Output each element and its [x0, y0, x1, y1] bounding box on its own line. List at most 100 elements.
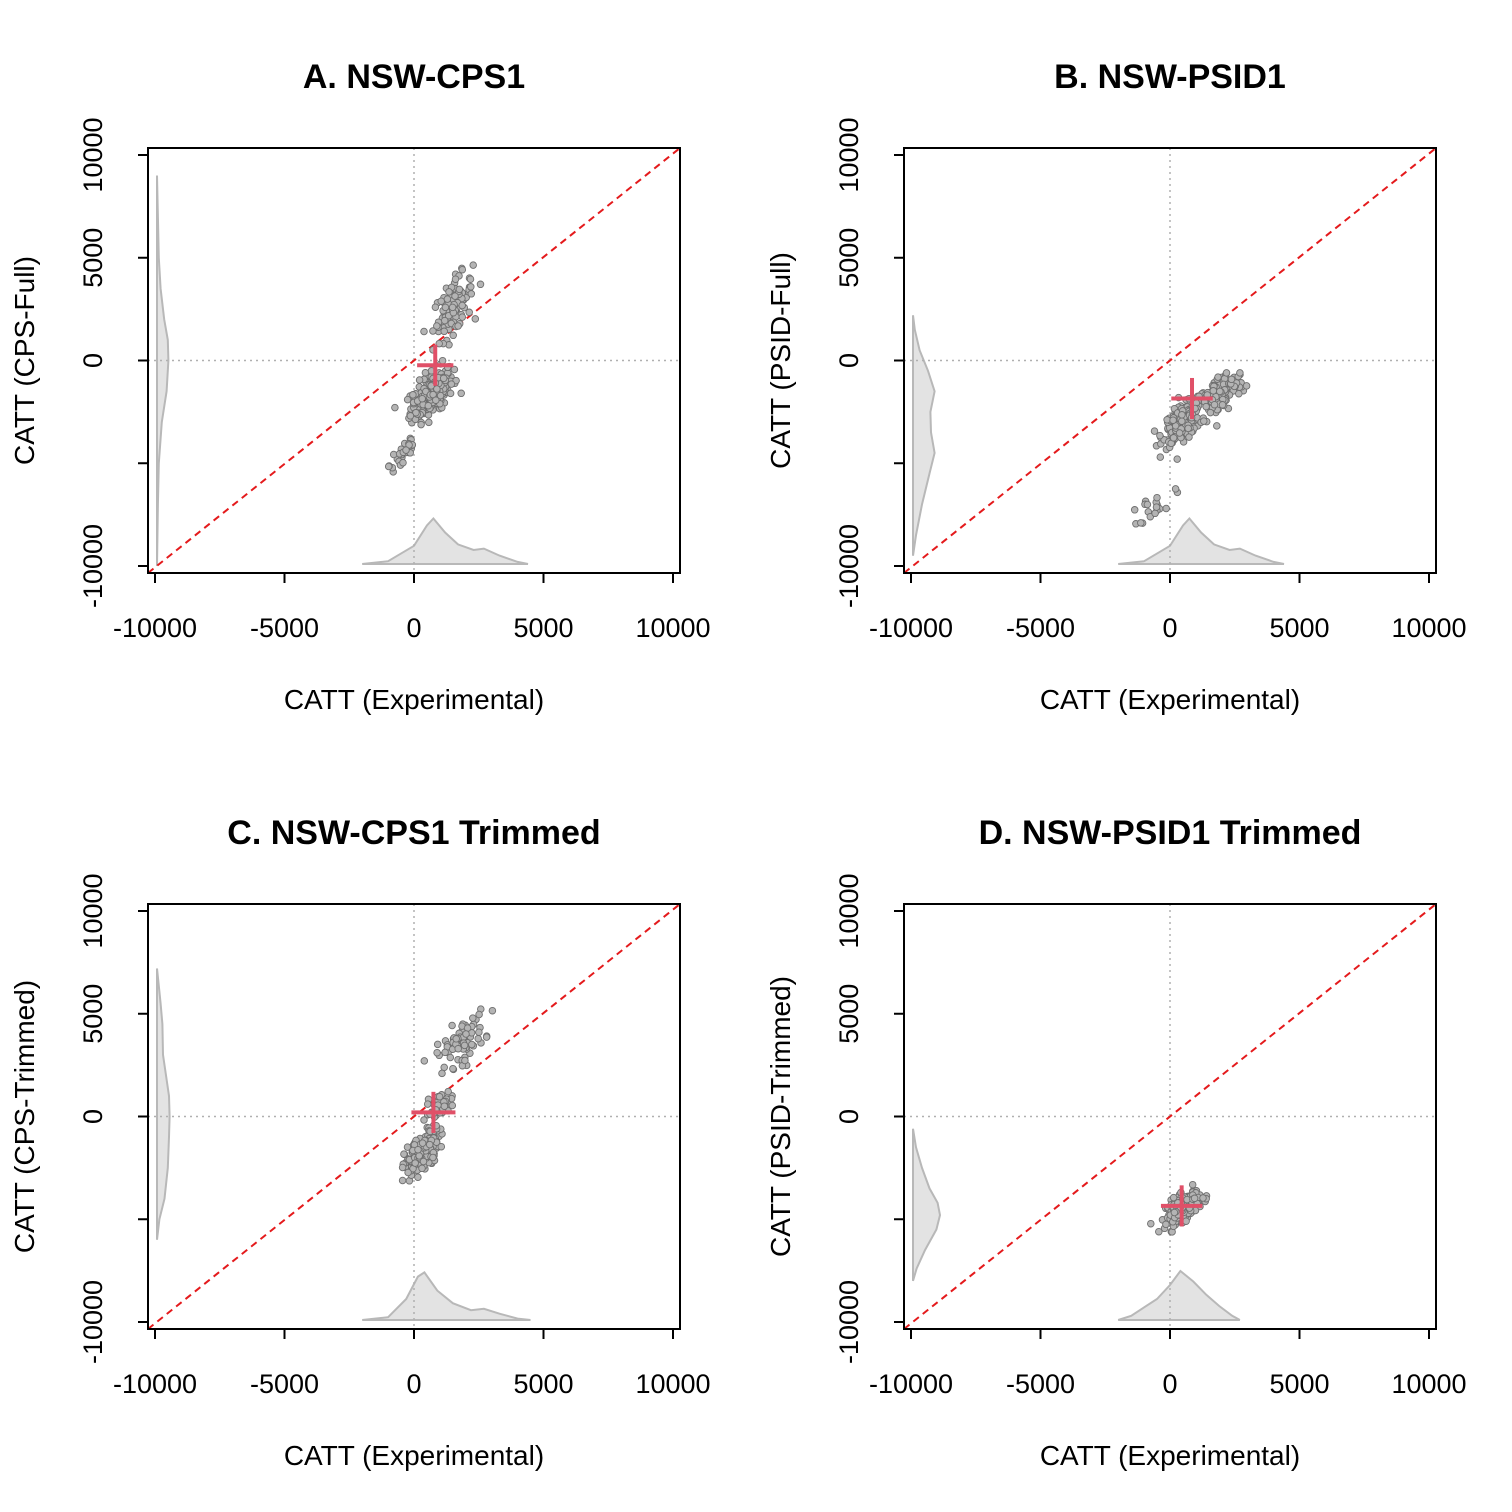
- x-tick-label: 5000: [1269, 613, 1329, 643]
- x-tick-label: -10000: [113, 1369, 197, 1399]
- scatter-point: [419, 1157, 428, 1166]
- scatter-point: [451, 292, 459, 300]
- scatter-point: [458, 313, 467, 321]
- scatter-point: [440, 327, 448, 336]
- scatter-point: [420, 327, 428, 336]
- scatter-point: [439, 374, 448, 383]
- scatter-point: [1170, 1208, 1179, 1217]
- x-density: [1117, 1269, 1241, 1321]
- scatter-point: [461, 1056, 469, 1065]
- x-tick-label: -10000: [869, 613, 953, 643]
- y-tick-label: -10000: [78, 524, 108, 608]
- panel-d: D. NSW-PSID1 Trimmed -10000 -5000 0 5000 1000…: [765, 814, 1467, 1471]
- x-axis-label: CATT (Experimental): [284, 684, 544, 715]
- identity-line: [147, 147, 681, 574]
- scatter-point: [441, 1048, 449, 1057]
- scatter-point: [1169, 416, 1177, 424]
- y-tick-label: -10000: [834, 524, 864, 608]
- scatter-point: [450, 365, 459, 374]
- y-tick-label: 10000: [834, 117, 864, 192]
- scatter-point: [438, 356, 447, 365]
- scatter-point: [1152, 503, 1161, 511]
- scatter-point: [1213, 422, 1221, 430]
- scatter-point: [427, 382, 435, 390]
- x-tick-label: -5000: [250, 1369, 319, 1399]
- y-density: [912, 1128, 942, 1282]
- scatter-point: [384, 462, 393, 471]
- y-tick-label: 5000: [78, 228, 108, 288]
- scatter-point: [1190, 1194, 1199, 1203]
- x-tick-label: 0: [406, 1369, 421, 1399]
- scatter-point: [1216, 387, 1224, 396]
- scatter-point: [476, 280, 485, 289]
- scatter-point: [1202, 402, 1210, 411]
- scatter-point: [467, 290, 476, 298]
- x-tick-label: 5000: [513, 613, 573, 643]
- scatter-point: [1235, 389, 1243, 398]
- scatter-point: [466, 275, 475, 283]
- scatter-point: [433, 1040, 442, 1049]
- y-tick-label: 5000: [834, 984, 864, 1044]
- scatter-point: [482, 1033, 491, 1041]
- scatter-point: [415, 1152, 423, 1160]
- scatter-point: [449, 331, 457, 340]
- y-density: [156, 175, 170, 567]
- scatter-point: [1143, 500, 1152, 509]
- scatter-points: [384, 261, 485, 476]
- scatter-point: [446, 389, 455, 398]
- scatter-point: [468, 1040, 476, 1049]
- scatter-point: [1156, 453, 1165, 461]
- scatter-point: [448, 303, 457, 312]
- y-tick-label: 0: [78, 1109, 108, 1124]
- scatter-point: [406, 412, 415, 420]
- y-tick-label: 5000: [834, 228, 864, 288]
- scatter-point: [475, 1010, 483, 1019]
- scatter-point: [451, 275, 460, 283]
- x-tick-label: -5000: [250, 613, 319, 643]
- scatter-point: [1188, 1180, 1197, 1189]
- scatter-point: [1206, 408, 1215, 417]
- scatter-point: [446, 1053, 455, 1062]
- scatter-point: [398, 1176, 407, 1185]
- scatter-point: [412, 408, 420, 417]
- y-tick-label: 0: [834, 353, 864, 368]
- y-density: [156, 968, 171, 1240]
- scatter-point: [398, 1163, 407, 1172]
- y-density: [912, 315, 936, 556]
- scatter-point: [432, 396, 440, 404]
- scatter-point: [458, 265, 467, 274]
- scatter-point: [440, 1102, 449, 1110]
- y-tick-label: 0: [834, 1109, 864, 1124]
- scatter-point: [420, 1057, 429, 1065]
- scatter-point: [404, 1168, 412, 1177]
- x-tick-label: -10000: [869, 1369, 953, 1399]
- y-axis-label: CATT (PSID-Full): [765, 252, 796, 469]
- scatter-point: [1153, 493, 1161, 502]
- scatter-point: [436, 391, 445, 400]
- scatter-point: [438, 1069, 446, 1078]
- scatter-point: [418, 1164, 426, 1173]
- x-tick-label: 10000: [635, 613, 710, 643]
- scatter-point: [444, 1087, 452, 1096]
- scatter-point: [418, 1139, 427, 1147]
- scatter-point: [437, 1142, 446, 1151]
- scatter-point: [1184, 424, 1192, 433]
- x-tick-label: 0: [406, 613, 421, 643]
- scatter-point: [1178, 411, 1186, 419]
- identity-line: [903, 147, 1437, 574]
- scatter-point: [474, 1034, 482, 1043]
- scatter-point: [447, 380, 456, 388]
- scatter-point: [1156, 431, 1164, 440]
- scatter-point: [455, 285, 464, 294]
- scatter-point: [1151, 509, 1159, 518]
- scatter-point: [1209, 387, 1218, 395]
- y-axis-label: CATT (CPS-Trimmed): [9, 980, 40, 1253]
- x-density: [362, 1271, 531, 1321]
- x-axis-label: CATT (Experimental): [1040, 1440, 1300, 1471]
- panel-title: C. NSW-CPS1 Trimmed: [227, 814, 600, 852]
- x-tick-label: -10000: [113, 613, 197, 643]
- scatter-point: [471, 315, 480, 323]
- x-tick-label: 10000: [1391, 1369, 1466, 1399]
- scatter-point: [460, 1041, 469, 1050]
- scatter-point: [1210, 400, 1219, 409]
